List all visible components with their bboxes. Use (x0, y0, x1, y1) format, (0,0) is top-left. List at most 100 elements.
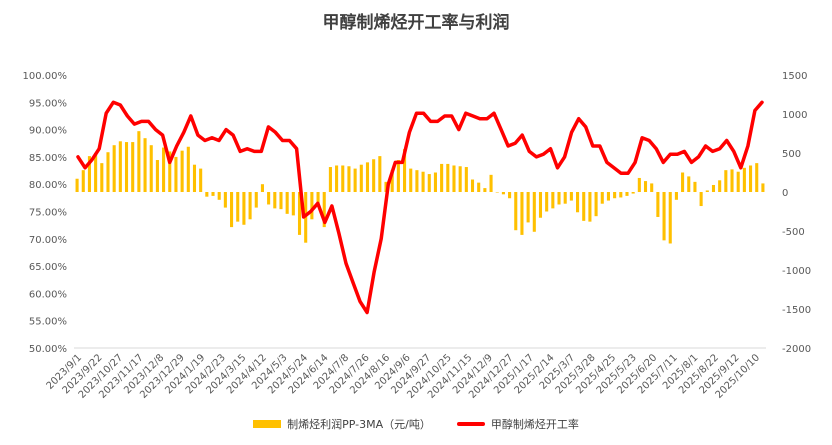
profit-bar (180, 150, 184, 192)
profit-bar (483, 188, 487, 192)
profit-bar (205, 192, 209, 197)
profit-bar (477, 182, 481, 192)
profit-bar (316, 192, 320, 204)
legend-swatch-line (456, 422, 485, 426)
profit-bar (674, 192, 678, 200)
profit-bar (186, 146, 190, 192)
profit-bar (174, 156, 178, 192)
profit-bar (470, 179, 475, 192)
profit-bar (223, 192, 227, 208)
profit-bar (291, 192, 295, 216)
profit-bar (594, 192, 598, 217)
profit-bar (384, 181, 388, 192)
profit-bar (353, 168, 357, 192)
y-left-tick-label: 85.00% (29, 153, 67, 164)
profit-bar (211, 192, 215, 196)
y-left-tick-label: 90.00% (29, 126, 67, 137)
profit-bar (495, 192, 499, 193)
y-left-tick-label: 50.00% (29, 344, 67, 355)
profit-bar (699, 192, 703, 207)
profit-bar (613, 192, 617, 199)
profit-bar (322, 192, 326, 228)
y-left-tick-label: 55.00% (29, 317, 67, 328)
y-left-tick-label: 75.00% (29, 208, 67, 219)
profit-bar (532, 192, 536, 232)
y-left-tick-label: 60.00% (29, 289, 67, 300)
profit-bar (650, 183, 654, 192)
profit-bar (421, 171, 425, 192)
y-left-tick-label: 65.00% (29, 262, 67, 273)
profit-bar (242, 192, 246, 225)
profit-bar (718, 180, 722, 192)
profit-bar (75, 178, 79, 192)
profit-bar (508, 192, 512, 199)
y-left-tick-label: 100.00% (23, 71, 68, 82)
profit-bar (168, 151, 172, 192)
legend-label-profit: 制烯烃利润PP-3MA（元/吨） (287, 418, 431, 431)
profit-bar (236, 192, 240, 222)
profit-bar (155, 160, 159, 192)
legend-swatch-bar (253, 420, 282, 428)
legend-label-operating-rate: 甲醇制烯烃开工率 (490, 418, 579, 431)
profit-bar (643, 181, 648, 192)
y-right-tick-label: 500 (782, 149, 801, 160)
profit-bar (217, 192, 221, 200)
profit-bar (662, 192, 666, 241)
profit-bar (199, 168, 203, 192)
bar-series (75, 131, 765, 244)
profit-bar (705, 190, 709, 192)
profit-bar (749, 165, 753, 192)
profit-bar (514, 192, 518, 231)
profit-bar (87, 156, 91, 192)
profit-bar (94, 153, 98, 192)
profit-bar (433, 172, 437, 192)
profit-bar (230, 192, 234, 228)
profit-bar (557, 192, 561, 205)
profit-bar (545, 192, 549, 212)
profit-bar (489, 174, 493, 192)
profit-bar (328, 167, 332, 192)
profit-bar (755, 163, 759, 192)
profit-bar (440, 163, 444, 192)
profit-bar (267, 192, 271, 205)
profit-bar (452, 165, 456, 192)
profit-bar (347, 166, 351, 192)
profit-bar (637, 177, 641, 192)
profit-bar (149, 145, 153, 192)
profit-bar (124, 142, 129, 192)
profit-bar (341, 165, 345, 192)
legend-item-profit: 制烯烃利润PP-3MA（元/吨） (253, 416, 431, 432)
profit-bar (372, 159, 376, 192)
profit-bar (131, 142, 135, 192)
profit-bar (297, 192, 302, 235)
operating-rate-line (76, 100, 764, 315)
y-right-tick-label: 1500 (782, 71, 807, 82)
profit-bar (600, 192, 604, 204)
y-right-tick-label: 0 (782, 188, 788, 199)
profit-bar (273, 192, 277, 209)
profit-bar (693, 181, 697, 192)
profit-bar (656, 192, 660, 217)
profit-bar (563, 192, 567, 204)
chart-legend: 制烯烃利润PP-3MA（元/吨） 甲醇制烯烃开工率 (0, 416, 832, 432)
profit-bar (625, 192, 629, 196)
profit-bar (81, 170, 85, 192)
profit-bar (359, 164, 363, 192)
profit-bar (143, 138, 147, 192)
profit-bar (335, 165, 339, 192)
y-left-tick-label: 95.00% (29, 98, 67, 109)
profit-bar (742, 167, 746, 192)
y-left-tick-label: 70.00% (29, 235, 67, 246)
profit-bar (582, 192, 586, 221)
profit-bar (118, 141, 122, 192)
profit-bar (576, 192, 580, 213)
profit-bar (520, 192, 524, 235)
y-right-tick-label: -500 (782, 227, 805, 238)
profit-bar (464, 167, 468, 192)
profit-bar (106, 152, 110, 192)
chart-title: 甲醇制烯烃开工率与利润 (322, 13, 510, 33)
profit-bar (569, 192, 573, 201)
profit-bar (137, 131, 141, 192)
profit-bar (396, 160, 400, 192)
profit-bar (588, 192, 592, 222)
